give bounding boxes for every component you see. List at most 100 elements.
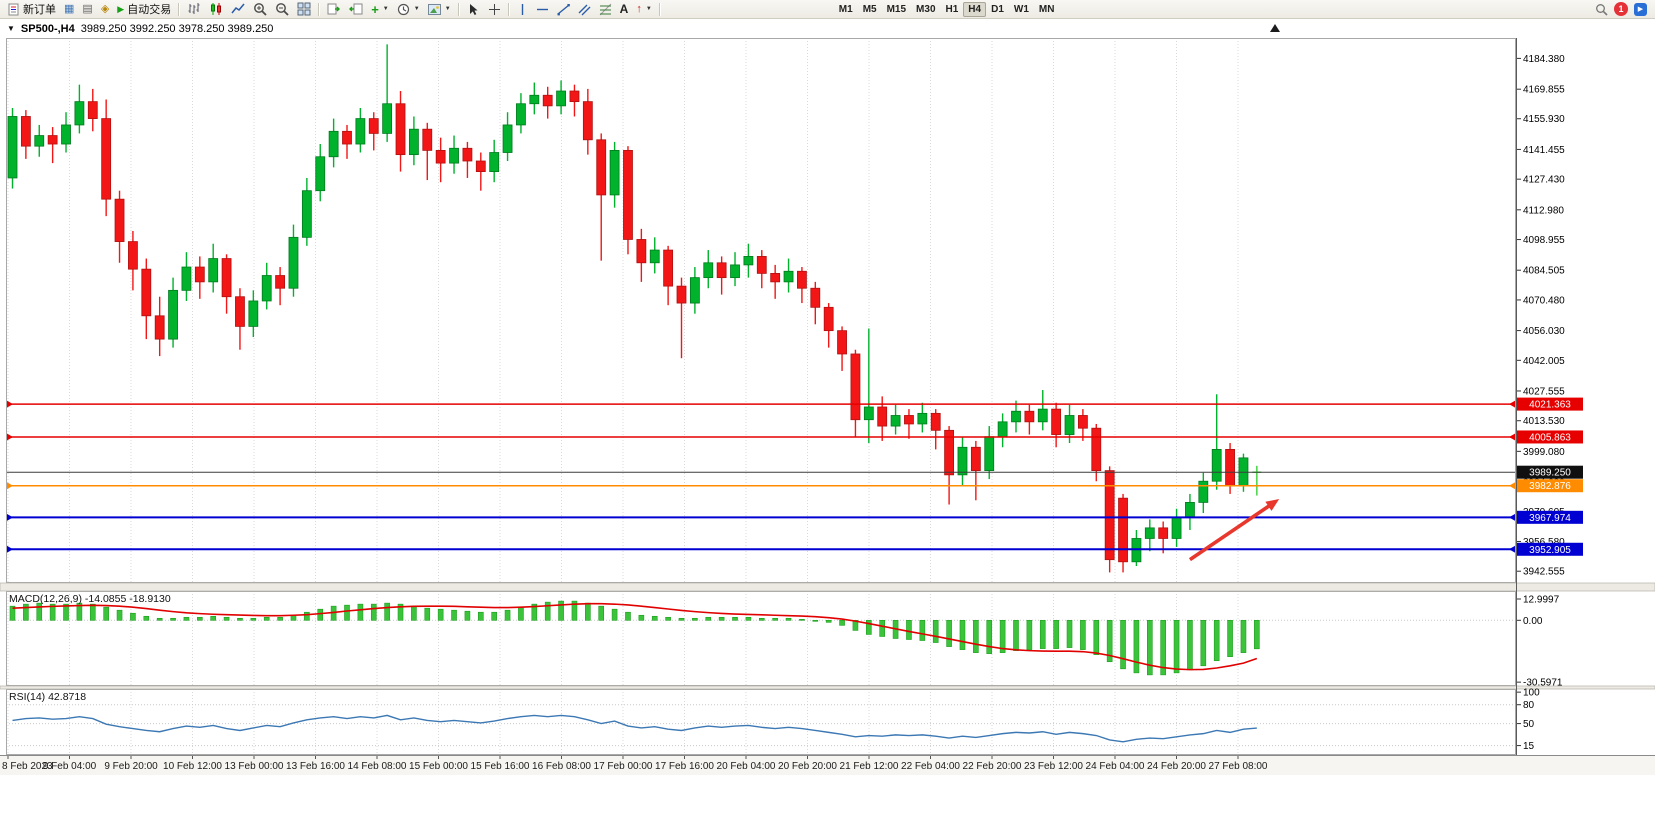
candle-body: [502, 124, 513, 153]
grid: [7, 38, 1239, 755]
macd-bar: [785, 617, 792, 621]
macd-signal-line: [12, 602, 1258, 671]
auto-scroll-button[interactable]: [323, 0, 345, 18]
vertical-line-tool-button[interactable]: [513, 0, 532, 18]
bar-chart-button[interactable]: [183, 0, 205, 18]
chart-shift-marker[interactable]: [1270, 24, 1280, 32]
macd-bar: [451, 609, 457, 621]
candle-body: [529, 94, 540, 105]
candlesticks: [7, 44, 1262, 573]
timeframe-h4[interactable]: H4: [963, 1, 987, 17]
candle-body: [1144, 527, 1155, 539]
candle-body: [703, 262, 714, 279]
templates-button[interactable]: ▼: [424, 0, 455, 18]
timeframe-m15[interactable]: M15: [886, 3, 907, 15]
timeframe-w1[interactable]: W1: [1013, 3, 1029, 15]
macd-bar: [63, 603, 69, 621]
time-label: 21 Feb 12:00: [840, 761, 899, 772]
macd-bar: [625, 611, 631, 621]
time-label: 16 Feb 08:00: [532, 761, 591, 772]
trendline-tool-button[interactable]: [553, 0, 574, 18]
toolbar-separator: [457, 2, 460, 16]
timeframe-m1[interactable]: M1: [838, 3, 853, 15]
timeframe-mn[interactable]: MN: [1038, 3, 1055, 15]
price-tick-label: 4084.505: [1523, 266, 1565, 277]
price-badge-label: 3967.974: [1529, 513, 1571, 524]
fibonacci-tool-button[interactable]: [595, 0, 616, 18]
line-chart-button[interactable]: [227, 0, 249, 18]
candle-body: [850, 353, 861, 421]
horizontal-line-tool-button[interactable]: [532, 0, 553, 18]
macd-bar: [36, 602, 43, 621]
periods-button[interactable]: ▼: [393, 0, 424, 18]
candle-body: [74, 101, 85, 126]
new-order-button[interactable]: 新订单: [3, 0, 60, 18]
time-label: 22 Feb 04:00: [901, 761, 960, 772]
new-order-icon: [8, 3, 19, 15]
macd-bar: [411, 605, 417, 621]
arrows-tool-button[interactable]: ↑ ▼: [632, 0, 655, 18]
timeframe-d1[interactable]: D1: [991, 3, 1004, 15]
price-tick-label: 4098.955: [1523, 235, 1565, 246]
candle-body: [797, 270, 807, 289]
rsi-axis-label: 80: [1523, 700, 1535, 711]
channel-tool-button[interactable]: [574, 0, 595, 18]
notification-badge[interactable]: 1: [1614, 2, 1628, 16]
cursor-tool-button[interactable]: [463, 0, 484, 18]
macd-bar: [932, 620, 939, 643]
timeframe-group: M1 M5 M15 M30 H1 H4 D1 W1 MN: [834, 1, 1060, 17]
macd-bar: [651, 615, 658, 621]
macd-axis-label: 12.9997: [1523, 595, 1560, 606]
candle-body: [288, 236, 299, 289]
panel-divider[interactable]: [0, 582, 1655, 592]
one-click-trading-icon[interactable]: ▼: [7, 24, 15, 33]
text-tool-button[interactable]: A: [616, 0, 633, 18]
price-tick-label: 4155.930: [1523, 114, 1565, 125]
candle-body: [368, 118, 379, 134]
template-image-icon: [427, 3, 441, 15]
candle-body: [1011, 410, 1021, 423]
charts-button[interactable]: ▦: [60, 0, 78, 18]
rsi-axis-label: 50: [1523, 719, 1535, 730]
zoom-in-button[interactable]: [249, 0, 271, 18]
channel-icon: [578, 4, 591, 15]
candlestick-chart-button[interactable]: [205, 0, 227, 18]
navigator-button[interactable]: ◈: [97, 0, 113, 18]
price-tick-label: 4070.480: [1523, 295, 1565, 306]
price-tick-label: 4184.380: [1523, 54, 1565, 65]
time-label: 23 Feb 12:00: [1024, 761, 1083, 772]
search-icon[interactable]: [1595, 3, 1608, 16]
macd-bar: [223, 616, 230, 621]
autotrading-button[interactable]: ▶ 自动交易: [113, 0, 175, 18]
toolbar-separator: [507, 2, 510, 16]
macd-bar: [758, 617, 765, 621]
macd-bar: [571, 600, 578, 621]
panel-divider[interactable]: [0, 685, 1655, 690]
crosshair-tool-button[interactable]: [484, 0, 505, 18]
timeframe-m5[interactable]: M5: [862, 3, 877, 15]
candle-body: [221, 258, 232, 298]
chart-shift-button[interactable]: [345, 0, 367, 18]
trend-arrow-line[interactable]: [1188, 500, 1276, 562]
line-left-marker: [6, 545, 13, 554]
price-badge-label: 4005.863: [1529, 432, 1571, 443]
candle-body: [984, 436, 995, 472]
candle-body: [435, 149, 446, 164]
price-badge: [1517, 510, 1583, 524]
macd-bar: [477, 611, 484, 621]
vertical-line-icon: [521, 3, 523, 15]
timeframe-h1[interactable]: H1: [945, 3, 959, 15]
zoom-out-button[interactable]: [271, 0, 293, 18]
trend-arrow-head: [1265, 499, 1280, 511]
market-watch-button[interactable]: ▤: [78, 0, 96, 18]
timeframe-m30[interactable]: M30: [916, 3, 936, 15]
quick-action-icon[interactable]: ▶: [1634, 2, 1647, 16]
macd-bar: [116, 609, 123, 621]
indicators-button[interactable]: + ▼: [367, 0, 393, 18]
tile-windows-button[interactable]: [293, 0, 315, 18]
macd-bar: [504, 609, 511, 621]
macd-bar: [1026, 620, 1033, 650]
macd-bar: [1200, 620, 1207, 667]
